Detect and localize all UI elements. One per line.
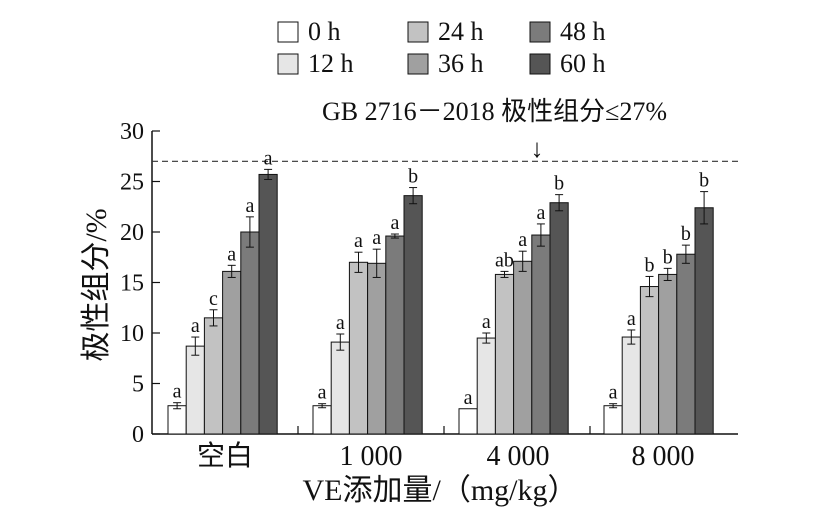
y-axis-label: 极性组分/%: [80, 208, 113, 361]
significance-label: a: [245, 195, 254, 217]
y-tick-label: 15: [120, 271, 144, 297]
x-axis-label: VE添加量/（mg/kg）: [303, 474, 578, 507]
significance-label: a: [173, 381, 182, 403]
legend-label: 0 h: [308, 17, 341, 46]
bar: [621, 336, 641, 435]
significance-label: a: [627, 308, 636, 330]
y-tick-label: 5: [132, 372, 144, 398]
significance-label: a: [336, 312, 345, 334]
bar: [513, 260, 533, 435]
significance-label: c: [209, 288, 218, 310]
bar: [403, 195, 423, 435]
bar: [458, 408, 478, 435]
legend-swatch: [407, 53, 429, 75]
legend-label: 48 h: [560, 17, 606, 46]
bar: [639, 286, 660, 435]
significance-label: a: [354, 230, 363, 252]
bar: [531, 234, 551, 435]
bar: [676, 253, 696, 435]
significance-label: a: [609, 382, 618, 404]
bar: [203, 317, 224, 435]
bar: [240, 231, 260, 435]
legend-label: 12 h: [308, 49, 354, 78]
significance-label: a: [518, 229, 527, 251]
y-tick-label: 25: [120, 170, 144, 196]
bar: [222, 270, 242, 435]
legend-swatch: [407, 21, 429, 43]
significance-label: b: [408, 166, 418, 188]
x-category-label: 1 000: [340, 441, 403, 472]
significance-label: a: [372, 227, 381, 249]
significance-label: b: [645, 254, 655, 276]
bar: [603, 405, 623, 435]
bar: [167, 405, 187, 435]
significance-label: a: [482, 311, 491, 333]
significance-label: a: [264, 147, 273, 169]
bar: [658, 273, 678, 435]
reference-line-group: GB 2716－2018 极性组分≤27% ↓: [322, 97, 667, 163]
reference-line-label: GB 2716－2018 极性组分≤27%: [322, 97, 667, 126]
significance-label: b: [681, 223, 691, 245]
bar: [185, 345, 205, 435]
bar: [330, 341, 350, 435]
x-category-label: 8 000: [632, 441, 695, 472]
legend-label: 24 h: [438, 17, 484, 46]
bar: [494, 273, 515, 435]
significance-label: a: [318, 382, 327, 404]
significance-label: a: [227, 243, 236, 265]
significance-label: b: [554, 173, 564, 195]
bar: [549, 202, 569, 435]
legend-swatch: [277, 53, 299, 75]
y-tick-label: 20: [120, 220, 144, 246]
significance-label: a: [464, 387, 473, 409]
significance-label: b: [699, 170, 709, 192]
y-tick-label: 10: [120, 321, 144, 347]
bar: [258, 173, 278, 435]
y-tick-label: 0: [132, 422, 144, 448]
bar: [367, 262, 387, 435]
legend-swatch: [529, 21, 551, 43]
bar: [694, 207, 714, 435]
legend-swatch: [277, 21, 299, 43]
legend-label: 36 h: [438, 49, 484, 78]
bar: [476, 337, 496, 435]
significance-label: a: [390, 212, 399, 234]
bar: [348, 261, 369, 435]
reference-arrow: ↓: [531, 134, 544, 163]
significance-label: b: [663, 246, 673, 268]
bar: [385, 235, 405, 435]
significance-label: a: [536, 202, 545, 224]
significance-label: a: [191, 315, 200, 337]
chart-legend: 0 h 12 h 24 h 36 h 48 h 60 h: [277, 17, 606, 78]
legend-swatch: [529, 53, 551, 75]
legend-label: 60 h: [560, 49, 606, 78]
x-category-label: 4 000: [487, 441, 550, 472]
y-tick-label: 30: [120, 119, 144, 145]
bar: [312, 405, 332, 435]
x-category-label: 空白: [197, 440, 253, 472]
significance-label: ab: [495, 249, 514, 271]
